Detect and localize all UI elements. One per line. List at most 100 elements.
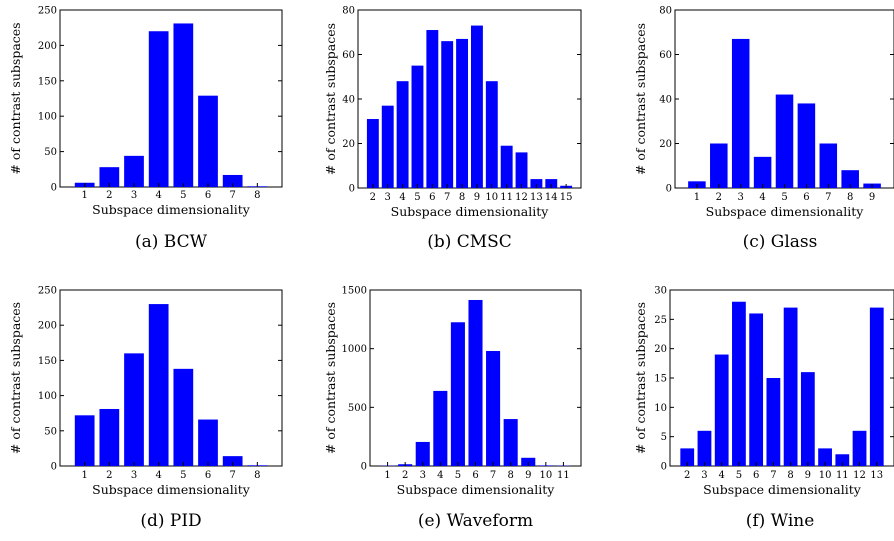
y-tick-label: 20 [654,344,667,355]
bar [366,119,379,188]
y-axis-label: # of contrast subspaces [323,302,338,454]
y-tick-label: 150 [38,76,57,87]
bar [173,23,194,188]
y-tick-label: 60 [659,50,672,61]
x-tick-label: 10 [539,470,552,481]
bar [99,408,120,466]
x-tick-label: 4 [719,470,725,481]
bar [468,299,483,466]
y-tick-label: 100 [38,391,57,402]
x-tick-label: 10 [819,470,832,481]
y-tick-label: 50 [44,426,57,437]
bar [148,31,169,187]
y-tick-label: 0 [361,462,367,473]
bar [124,155,144,187]
x-tick-label: 14 [545,192,558,203]
x-tick-label: 4 [155,470,161,481]
bar [441,41,454,189]
bar [124,353,144,466]
subfigure-caption: (a) BCW [135,232,208,252]
bar [775,94,794,188]
x-tick-label: 1 [81,190,87,201]
y-tick-label: 40 [659,95,672,106]
bar [198,419,218,466]
x-tick-label: 8 [254,470,260,481]
plot-frame [59,9,283,188]
x-tick-label: 3 [131,190,137,201]
bar [800,372,815,466]
x-tick-label: 3 [738,192,744,203]
y-axis-label: # of contrast subspaces [633,302,648,454]
bar [500,145,513,188]
subfigure-caption: (e) Waveform [418,511,533,531]
x-tick-label: 8 [459,192,465,203]
subfigure-caption: (c) Glass [743,232,818,252]
bar [835,454,850,466]
y-tick-label: 30 [654,286,667,297]
x-tick-label: 9 [474,192,480,203]
bar [852,430,867,466]
y-tick-label: 1000 [342,344,367,355]
x-tick-label: 6 [472,470,478,481]
bar [515,152,528,188]
x-tick-label: 2 [106,190,112,201]
x-tick-label: 5 [414,192,420,203]
bar [818,448,832,466]
y-tick-label: 250 [38,6,57,17]
x-tick-label: 6 [429,192,435,203]
bar [710,143,728,188]
bar [783,307,798,466]
y-tick-label: 200 [38,41,57,52]
y-axis-label: # of contrast subspaces [323,23,338,175]
subfigure-caption: (b) CMSC [427,232,512,252]
bar [222,174,243,187]
y-tick-label: 5 [661,432,667,443]
bar [530,179,543,188]
bar [411,65,424,188]
y-tick-label: 1500 [342,286,367,297]
y-tick-label: 0 [349,184,355,195]
x-tick-label: 3 [385,192,391,203]
bar [450,322,465,466]
bar [680,448,695,466]
bar [198,95,218,187]
bar [766,378,781,466]
bar [545,179,558,188]
bar [869,307,884,466]
x-tick-label: 5 [736,470,742,481]
x-tick-label: 2 [684,470,690,481]
bar [697,430,712,466]
x-tick-label: 7 [229,470,235,481]
plot-frame [59,289,283,467]
x-tick-label: 4 [155,190,161,201]
y-axis-label: # of contrast subspaces [8,302,23,454]
x-tick-label: 7 [770,470,776,481]
bar [521,457,536,466]
x-tick-label: 4 [437,470,443,481]
x-axis-label: Subspace dimensionality [391,204,550,219]
x-tick-label: 6 [803,192,809,203]
bar [749,313,764,466]
bar [415,441,430,466]
x-tick-label: 2 [106,470,112,481]
y-axis-label: # of contrast subspaces [8,22,23,174]
y-tick-label: 150 [38,356,57,367]
y-tick-label: 15 [654,374,667,385]
x-tick-label: 9 [805,470,811,481]
x-tick-label: 2 [402,470,408,481]
x-tick-label: 8 [254,190,260,201]
y-tick-label: 25 [654,315,667,326]
x-tick-label: 7 [229,190,235,201]
bar [819,143,838,188]
x-tick-label: 8 [787,470,793,481]
y-tick-label: 10 [654,403,667,414]
x-tick-label: 3 [131,470,137,481]
x-tick-label: 11 [836,470,849,481]
y-tick-label: 20 [659,139,672,150]
x-tick-label: 5 [781,192,787,203]
